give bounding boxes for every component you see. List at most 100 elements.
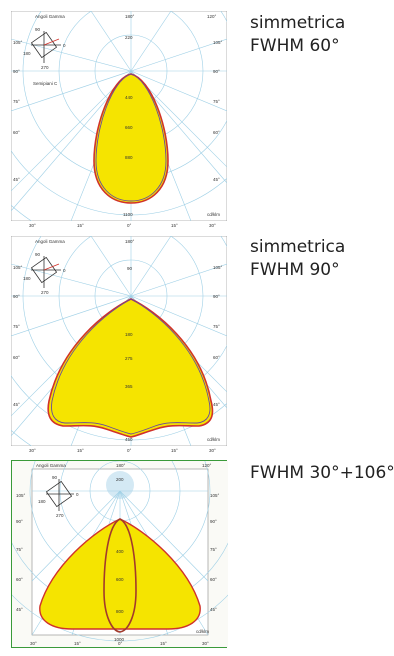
polar-diagram-3-svg: 90 0 180 270 Angoli Gamma 180° 120° 200 … xyxy=(12,461,228,647)
radial-label: 800 xyxy=(116,609,124,614)
header-right: 120° xyxy=(207,14,217,19)
header-center: 180° xyxy=(125,14,135,19)
axis-unit: cd/klm xyxy=(196,629,209,634)
radial-label: 1100 xyxy=(123,212,133,217)
right-angle: 90° xyxy=(213,69,220,74)
radial-label: 880 xyxy=(125,155,133,160)
bottom-angle: 15° xyxy=(77,448,84,453)
legend-box xyxy=(45,479,74,511)
right-angle: 75° xyxy=(213,99,220,104)
curve-fill xyxy=(93,73,169,204)
caption-1-line1: simmetrica xyxy=(250,13,346,33)
caption-2-line2: FWHM 90° xyxy=(250,260,340,280)
polar-diagram-2-svg: 90 0 180 270 Angoli Gamma 180° 90 180 27… xyxy=(11,236,227,446)
legend-letter-180: 180 xyxy=(23,276,31,281)
left-angle: 75° xyxy=(16,547,23,552)
legend-box xyxy=(30,256,61,288)
header-left: Angoli Gamma xyxy=(36,463,66,468)
bottom-angle: 15° xyxy=(171,223,178,228)
left-angle: 45° xyxy=(13,177,20,182)
glow xyxy=(106,471,134,499)
curve-c90 xyxy=(95,73,167,202)
radial-label: 220 xyxy=(125,35,133,40)
bottom-angle: 30° xyxy=(29,448,36,453)
right-angle: 105° xyxy=(213,40,223,45)
bottom-angle: 15° xyxy=(171,448,178,453)
right-angle: 45° xyxy=(213,177,220,182)
left-angle: 60° xyxy=(13,355,20,360)
right-angle: 105° xyxy=(210,493,220,498)
bottom-angles-1: 30° 15° 0° 15° 30° xyxy=(29,223,216,228)
caption-2-line1: simmetrica xyxy=(250,237,346,257)
axis-unit: cd/klm xyxy=(207,212,220,217)
legend-letter-270: 270 xyxy=(41,65,49,70)
right-angle: 60° xyxy=(210,577,217,582)
bottom-angle: 30° xyxy=(30,641,37,646)
right-angle: 60° xyxy=(213,130,220,135)
bottom-angle: 15° xyxy=(160,641,167,646)
left-angle: 105° xyxy=(13,40,23,45)
bottom-angle: 30° xyxy=(202,641,209,646)
radial-label: 600 xyxy=(116,577,124,582)
legend-letter-270: 270 xyxy=(41,290,49,295)
right-angle: 90° xyxy=(210,519,217,524)
caption-3-line1: FWHM 30°+106° xyxy=(250,463,394,483)
axis-unit: cd/klm xyxy=(207,437,220,442)
radial-label: 1000 xyxy=(114,637,125,642)
caption-3: FWHM 30°+106° xyxy=(250,462,394,485)
left-angle: 75° xyxy=(13,324,20,329)
legend-letter-90: 90 xyxy=(52,475,58,480)
left-angle: 90° xyxy=(16,519,23,524)
legend-letter-0: 0 xyxy=(63,268,66,273)
radial-label: 200 xyxy=(116,477,124,482)
curve-fill xyxy=(47,298,214,438)
caption-1: simmetrica FWHM 60° xyxy=(250,12,345,58)
header-left: Angoli Gamma xyxy=(35,239,65,244)
radial-label: 365 xyxy=(125,384,133,389)
right-angle: 45° xyxy=(210,607,217,612)
legend-letter-90: 90 xyxy=(35,252,41,257)
radial-label: 90 xyxy=(127,266,133,271)
left-angle: 45° xyxy=(16,607,23,612)
left-angle: 90° xyxy=(13,69,20,74)
left-angle: 60° xyxy=(13,130,20,135)
left-angle: 90° xyxy=(13,294,20,299)
right-angle: 60° xyxy=(213,355,220,360)
bottom-angle: 15° xyxy=(74,641,81,646)
radial-label: 275 xyxy=(125,356,133,361)
radial-label: 440 xyxy=(125,95,133,100)
bottom-angles-2: 30° 15° 0° 15° 30° xyxy=(29,448,216,453)
bottom-angle: 30° xyxy=(29,223,36,228)
header-right: 120° xyxy=(202,463,212,468)
radial-label: 180 xyxy=(125,332,133,337)
polar-diagram-1-svg: 90 0 180 270 Semipiani C Angoli Gamma 18… xyxy=(11,11,227,221)
caption-1-line2: FWHM 60° xyxy=(250,36,340,56)
right-angle: 45° xyxy=(213,402,220,407)
legend-letter-90: 90 xyxy=(35,27,41,32)
right-angle: 105° xyxy=(213,265,223,270)
legend-letter-180: 180 xyxy=(38,499,46,504)
left-angle: 105° xyxy=(13,265,23,270)
legend-letter-0: 0 xyxy=(76,492,79,497)
caption-2: simmetrica FWHM 90° xyxy=(250,236,345,282)
radial-label: 450 xyxy=(125,437,133,442)
right-angle: 90° xyxy=(213,294,220,299)
header-left: Angoli Gamma xyxy=(35,14,65,19)
legend-letter-180: 180 xyxy=(23,51,31,56)
left-angle: 105° xyxy=(16,493,26,498)
legend-box xyxy=(30,31,61,63)
polar-diagram-2: 90 0 180 270 Angoli Gamma 180° 90 180 27… xyxy=(11,236,227,454)
left-angle: 60° xyxy=(16,577,23,582)
header-center: 180° xyxy=(125,239,135,244)
radial-label: 400 xyxy=(116,549,124,554)
curve-fill xyxy=(39,518,201,630)
legend-note: Semipiani C xyxy=(33,81,58,86)
bottom-angle: 30° xyxy=(209,448,216,453)
radial-label: 660 xyxy=(125,125,133,130)
bottom-angle: 30° xyxy=(209,223,216,228)
bottom-angle: 0° xyxy=(118,641,123,646)
legend-letter-0: 0 xyxy=(63,43,66,48)
bottom-angle: 15° xyxy=(77,223,84,228)
bottom-angle: 0° xyxy=(127,223,132,228)
curve-c90 xyxy=(51,298,211,435)
